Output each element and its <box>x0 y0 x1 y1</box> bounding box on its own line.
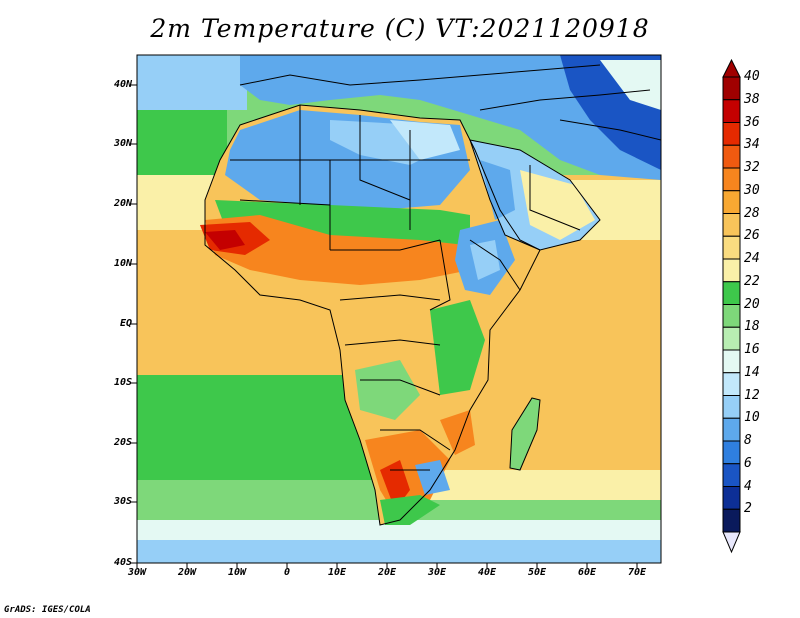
grads-credit: GrADS: IGES/COLA <box>4 605 91 615</box>
colorbar-tick-label: 30 <box>744 182 760 198</box>
colorbar-tick-label: 28 <box>744 205 760 221</box>
colorbar-swatch <box>722 486 741 510</box>
colorbar-bottom-arrow <box>722 531 741 554</box>
colorbar-swatch <box>722 304 741 328</box>
colorbar-swatch <box>722 144 741 169</box>
colorbar-tick-label: 36 <box>744 114 760 130</box>
map-frame <box>136 54 662 564</box>
lat-label-20s: 20S <box>113 437 132 448</box>
colorbar-top-arrow <box>722 58 741 78</box>
colorbar-swatch <box>722 463 741 487</box>
colorbar-swatch <box>722 372 741 396</box>
colorbar-swatch <box>722 417 741 442</box>
lon-label-20e: 20E <box>377 567 397 578</box>
colorbar-swatch <box>722 235 741 260</box>
lon-label-10e: 10E <box>327 567 347 578</box>
map-field <box>137 55 661 563</box>
colorbar-tick-label: 16 <box>744 342 760 357</box>
colorbar-swatch <box>722 326 741 351</box>
madagascar <box>510 398 540 470</box>
lon-label-30e: 30E <box>427 567 447 578</box>
lat-label-30s: 30S <box>113 496 132 507</box>
lon-label-60e: 60E <box>577 567 597 578</box>
colorbar-tick-label: 38 <box>744 91 760 107</box>
colorbar-tick-label: 10 <box>744 410 760 426</box>
map-title: 2m Temperature (C) VT:2021120918 <box>150 14 650 43</box>
colorbar-tick-label: 32 <box>744 160 760 175</box>
colorbar-swatch <box>722 349 741 374</box>
lat-label-40s: 40S <box>113 557 132 568</box>
colorbar-tick-label: 26 <box>744 228 760 244</box>
colorbar-tick-label: 8 <box>744 433 752 448</box>
lat-label-eq: EQ <box>119 318 132 329</box>
lat-label-40n: 40N <box>113 79 132 90</box>
colorbar-swatch <box>722 76 741 101</box>
colorbar-swatch <box>722 190 741 214</box>
lon-label-40e: 40E <box>477 567 497 578</box>
lon-label-0: 0 <box>283 567 291 578</box>
country-borders <box>204 64 661 526</box>
colorbar-tick-label: 4 <box>744 478 752 494</box>
colorbar-tick-label: 40 <box>744 69 760 84</box>
colorbar-swatch <box>722 167 741 192</box>
lon-label-30w: 30W <box>127 567 147 578</box>
colorbar-swatch <box>722 508 741 533</box>
lon-label-20w: 20W <box>177 567 197 578</box>
lat-label-10n: 10N <box>113 258 132 269</box>
colorbar-swatch <box>722 213 741 237</box>
colorbar-tick-label: 2 <box>744 501 752 517</box>
colorbar-tick-label: 24 <box>744 251 760 266</box>
lon-label-10w: 10W <box>227 567 247 578</box>
colorbar <box>722 58 741 554</box>
europe-cold-region <box>240 55 661 180</box>
colorbar-swatch <box>722 281 741 305</box>
lat-label-30n: 30N <box>113 138 132 149</box>
lat-label-20n: 20N <box>113 198 132 209</box>
colorbar-tick-label: 12 <box>744 387 760 403</box>
colorbar-tick-label: 18 <box>744 319 760 335</box>
colorbar-tick-label: 22 <box>744 273 760 289</box>
colorbar-swatch <box>722 258 741 283</box>
colorbar-swatch <box>722 99 741 123</box>
colorbar-tick-label: 14 <box>744 364 760 380</box>
colorbar-tick-label: 34 <box>744 137 760 153</box>
colorbar-swatch <box>722 122 741 146</box>
lon-label-70e: 70E <box>627 567 647 578</box>
colorbar-tick-label: 20 <box>744 296 760 312</box>
lat-label-10s: 10S <box>113 377 132 388</box>
ocean-southern-cold <box>137 540 661 563</box>
colorbar-swatch <box>722 440 741 465</box>
colorbar-swatch <box>722 395 741 419</box>
lon-label-50e: 50E <box>527 567 547 578</box>
colorbar-tick-label: 6 <box>744 455 752 471</box>
axis-ticks <box>131 84 638 568</box>
